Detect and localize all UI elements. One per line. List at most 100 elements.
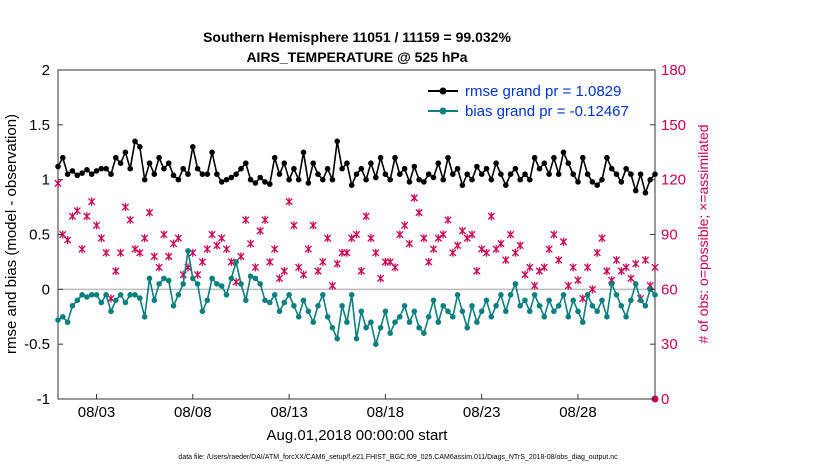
rmse-point bbox=[271, 154, 278, 161]
bias-point bbox=[199, 308, 206, 315]
rmse-point bbox=[132, 138, 138, 145]
bias-point bbox=[435, 319, 442, 326]
bias-point bbox=[440, 303, 447, 309]
obs-assimilated-marker bbox=[391, 263, 399, 272]
rmse-point bbox=[618, 179, 625, 185]
obs-assimilated-marker bbox=[246, 239, 255, 248]
bias-point bbox=[565, 314, 572, 320]
bias-point bbox=[488, 314, 495, 320]
obs-assimilated-marker bbox=[116, 248, 125, 257]
obs-assimilated-marker bbox=[473, 267, 481, 276]
rmse-point bbox=[252, 180, 259, 186]
bias-point bbox=[161, 275, 167, 282]
bias-point bbox=[88, 292, 95, 298]
obs-assimilated-marker bbox=[218, 234, 226, 243]
y-tick-label: -1 bbox=[37, 391, 50, 408]
obs-assimilated-marker bbox=[516, 241, 524, 250]
rmse-point bbox=[353, 171, 360, 177]
rmse-point bbox=[209, 149, 215, 156]
obs-assimilated-marker bbox=[502, 256, 510, 265]
rmse-point bbox=[555, 171, 562, 177]
bias-point bbox=[575, 308, 581, 315]
obs-assimilated-marker bbox=[227, 257, 235, 266]
rmse-point bbox=[435, 160, 442, 166]
rmse-point bbox=[137, 144, 143, 150]
rmse-point bbox=[416, 176, 422, 183]
bias-point bbox=[165, 277, 172, 284]
obs-assimilated-marker bbox=[593, 248, 601, 257]
bias-point bbox=[180, 281, 186, 287]
rmse-point bbox=[560, 149, 567, 156]
rmse-point bbox=[623, 165, 629, 172]
rmse-point bbox=[406, 179, 413, 185]
rmse-point bbox=[286, 176, 292, 183]
rmse-point bbox=[262, 179, 268, 185]
rmse-point bbox=[632, 187, 639, 194]
rmse-point bbox=[459, 182, 466, 188]
rmse-point bbox=[93, 168, 100, 174]
obs-assimilated-marker bbox=[251, 263, 260, 272]
rmse-point bbox=[397, 171, 403, 177]
rmse-point bbox=[512, 165, 519, 172]
bias-point bbox=[551, 308, 557, 315]
bias-point bbox=[584, 292, 591, 298]
rmse-point bbox=[214, 171, 220, 177]
rmse-point bbox=[450, 171, 456, 177]
rmse-point bbox=[488, 176, 495, 183]
obs-assimilated-marker bbox=[555, 256, 563, 265]
obs-assimilated-marker bbox=[376, 274, 385, 283]
bias-point bbox=[233, 259, 239, 265]
rmse-point bbox=[223, 176, 230, 183]
obs-assimilated-marker bbox=[275, 274, 284, 283]
obs-assimilated-marker bbox=[112, 267, 120, 276]
bias-point bbox=[445, 308, 451, 315]
bias-point bbox=[271, 292, 278, 298]
bias-point bbox=[170, 303, 177, 309]
bias-point bbox=[315, 303, 321, 309]
obs-assimilated-marker bbox=[540, 263, 548, 272]
obs-assimilated-marker bbox=[559, 237, 568, 246]
bias-point bbox=[228, 275, 235, 282]
rmse-point bbox=[507, 171, 514, 177]
bias-point bbox=[281, 299, 288, 306]
x-tick-label: 08/13 bbox=[270, 404, 308, 421]
rmse-point bbox=[613, 171, 620, 177]
obs-assimilated-marker bbox=[121, 203, 130, 212]
rmse-point bbox=[180, 165, 186, 172]
bias-point bbox=[190, 275, 196, 282]
bias-point bbox=[113, 297, 119, 304]
chart-subtitle: AIRS_TEMPERATURE @ 525 hPa bbox=[246, 49, 467, 65]
obs-assimilated-marker bbox=[193, 270, 202, 279]
rmse-point bbox=[291, 165, 297, 172]
obs-assimilated-marker bbox=[641, 256, 650, 265]
obs-assimilated-marker bbox=[372, 248, 380, 257]
y2-tick-label: 180 bbox=[661, 62, 686, 79]
axes-layer: -1 -0.5 0 0.5 1 1.5 2 0 30 60 90 120 150 180 08/03 08/0… bbox=[24, 62, 686, 421]
bias-point bbox=[546, 297, 552, 304]
rmse-point bbox=[170, 172, 177, 179]
obs-assimilated-marker bbox=[574, 276, 582, 285]
x-tick-label: 08/23 bbox=[463, 404, 501, 421]
bias-point bbox=[421, 330, 427, 337]
bias-point bbox=[541, 314, 548, 320]
obs-assimilated-marker bbox=[304, 245, 313, 254]
bias-point bbox=[204, 297, 211, 304]
bias-point bbox=[300, 297, 307, 304]
rmse-point bbox=[604, 154, 610, 161]
legend-box bbox=[420, 76, 648, 124]
obs-assimilated-marker bbox=[285, 197, 293, 206]
rmse-point bbox=[363, 176, 369, 183]
rmse-point bbox=[652, 171, 658, 177]
rmse-point bbox=[387, 176, 394, 183]
obs-assimilated-marker bbox=[453, 241, 462, 250]
obs-assimilated-marker bbox=[612, 256, 621, 265]
obs-assimilated-marker bbox=[198, 257, 207, 266]
bias-point bbox=[469, 303, 475, 309]
obs-assimilated-marker bbox=[174, 234, 183, 243]
rmse-point bbox=[344, 160, 350, 166]
rmse-point bbox=[204, 171, 211, 177]
rmse-point bbox=[430, 174, 437, 181]
rmse-point bbox=[243, 160, 249, 166]
rmse-point bbox=[199, 171, 206, 177]
